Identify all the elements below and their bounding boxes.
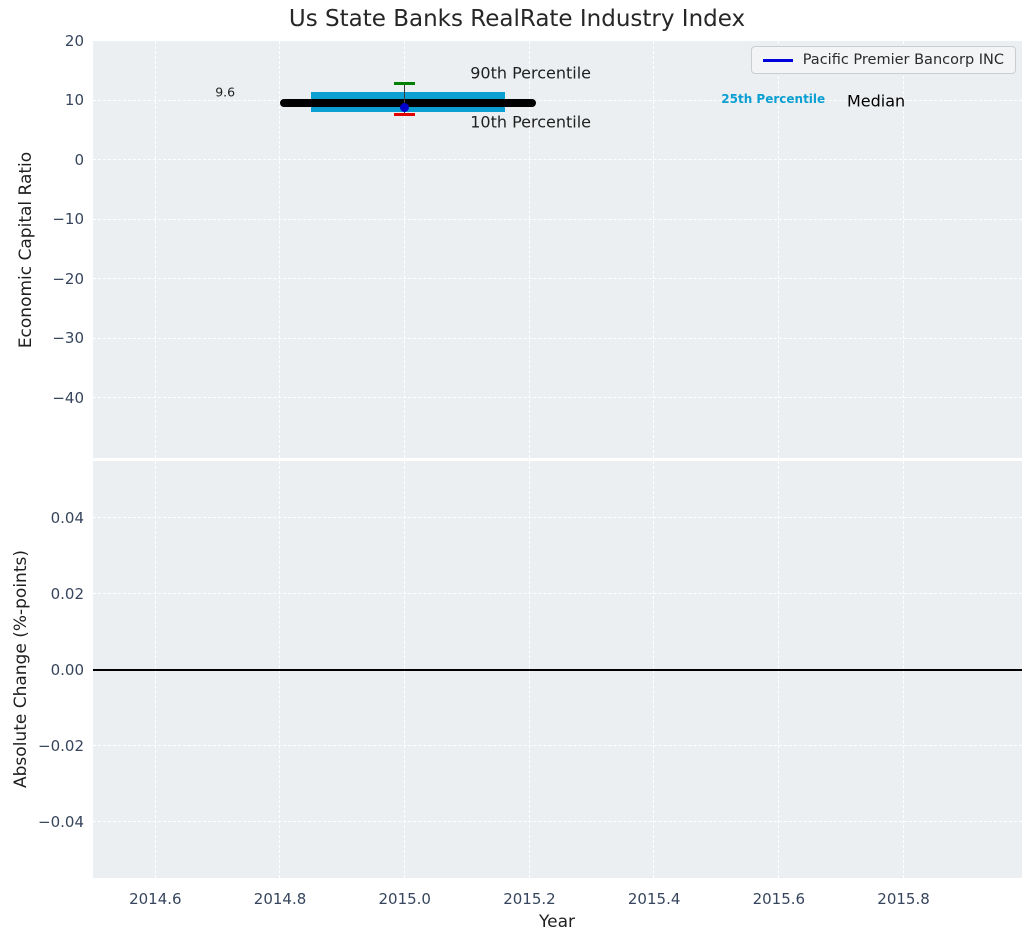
gridline-vertical <box>902 41 904 458</box>
annotation: Median <box>846 91 906 111</box>
gridline-horizontal <box>93 218 1022 220</box>
gridline-vertical <box>528 41 530 458</box>
legend-line-sample <box>762 58 793 62</box>
annotation: 10th Percentile <box>470 112 591 132</box>
company-marker <box>400 103 410 113</box>
gridline-horizontal <box>93 745 1022 747</box>
x-tick-label: 2015.8 <box>877 890 930 908</box>
p90-cap <box>394 81 416 85</box>
annotation: 25th Percentile <box>721 92 826 107</box>
errorbar-line <box>403 83 406 115</box>
legend: Pacific Premier Bancorp INC <box>750 46 1016 74</box>
x-tick-label: 2015.4 <box>627 890 681 908</box>
gridline-horizontal <box>93 159 1022 161</box>
chart-title: Us State Banks RealRate Industry Index <box>288 6 746 32</box>
annotation: 90th Percentile <box>470 63 591 83</box>
y-tick-label: 0.00 <box>50 660 84 679</box>
x-tick-label: 2015.0 <box>378 890 431 908</box>
gridline-vertical <box>653 41 655 458</box>
gridline-horizontal <box>93 278 1022 280</box>
zero-line <box>93 668 1022 671</box>
gridline-horizontal <box>93 397 1022 399</box>
y-tick-label: −10 <box>52 210 84 229</box>
y-tick-label: 10 <box>64 91 84 110</box>
y-tick-label: −0.02 <box>38 736 84 755</box>
y-tick-label: −30 <box>52 329 84 348</box>
x-axis-label: Year <box>539 912 575 932</box>
y-tick-label: 20 <box>64 32 84 50</box>
y-tick-label: 0.02 <box>50 584 84 603</box>
annotation: 9.6 <box>215 84 236 100</box>
p10-cap <box>394 112 416 116</box>
y-tick-label: 0 <box>74 150 84 169</box>
median-line <box>280 98 536 107</box>
gridline-vertical <box>279 41 281 458</box>
gridline-horizontal <box>93 99 1022 101</box>
y-tick-label: −40 <box>52 388 84 407</box>
y-tick-label: −0.04 <box>38 812 84 831</box>
top-axes <box>93 41 1022 458</box>
gridline-vertical <box>154 41 156 458</box>
legend-label: Pacific Premier Bancorp INC <box>802 52 1004 68</box>
y-tick-label: −20 <box>52 269 84 288</box>
gridline-horizontal <box>93 337 1022 339</box>
x-tick-label: 2014.8 <box>253 890 307 908</box>
x-tick-label: 2015.2 <box>503 890 556 908</box>
gridline-horizontal <box>93 821 1022 823</box>
x-tick-label: 2014.6 <box>129 890 182 908</box>
gridline-vertical <box>778 41 780 458</box>
gridline-horizontal <box>93 593 1022 595</box>
bottom-axes <box>93 461 1022 878</box>
gridline-vertical <box>403 41 405 458</box>
y-tick-label: 0.04 <box>50 508 84 527</box>
x-tick-label: 2015.6 <box>752 890 806 908</box>
top-y-axis-label: Economic Capital Ratio <box>16 151 36 349</box>
gridline-horizontal <box>93 517 1022 519</box>
